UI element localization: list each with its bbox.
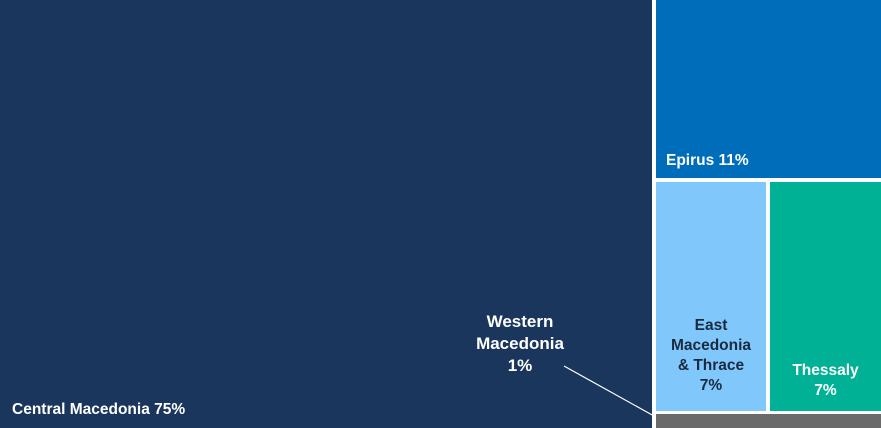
label-line: Macedonia: [476, 334, 564, 353]
label-line: 7%: [699, 377, 723, 394]
tile-thessaly: [770, 182, 881, 411]
label-line: East: [694, 317, 728, 334]
tile-central-macedonia: [0, 0, 652, 428]
label-line: 1%: [507, 356, 533, 375]
label-line: Thessaly: [792, 362, 859, 379]
tile-east-macedonia-thrace: [656, 182, 766, 411]
label-line: 7%: [814, 382, 837, 399]
label-line: Western: [486, 312, 554, 331]
label-thessaly: Thessaly 7%: [770, 361, 881, 401]
tile-epirus: [656, 0, 881, 178]
label-east-macedonia-thrace: East Macedonia & Thrace 7%: [656, 316, 766, 396]
label-western-macedonia: Western Macedonia 1%: [455, 311, 585, 377]
label-central-macedonia: Central Macedonia 75%: [12, 401, 186, 418]
label-line: & Thrace: [677, 357, 745, 374]
tile-western-macedonia: [656, 414, 881, 428]
label-epirus: Epirus 11%: [666, 152, 749, 169]
label-line: Macedonia: [670, 337, 752, 354]
western-macedonia-leader-line: [563, 365, 655, 417]
